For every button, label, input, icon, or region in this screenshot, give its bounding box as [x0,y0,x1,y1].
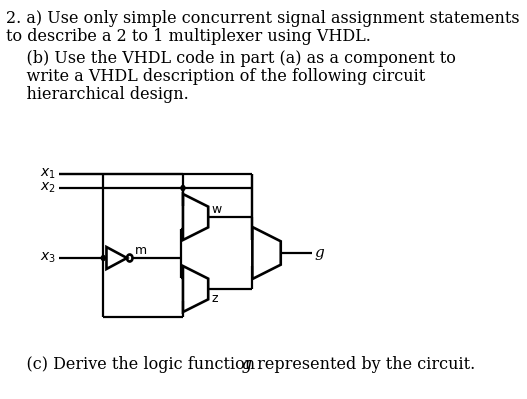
Text: g: g [315,246,325,260]
Text: (b) Use the VHDL code in part (a) as a component to: (b) Use the VHDL code in part (a) as a c… [6,50,456,67]
Text: $x_1$: $x_1$ [40,167,56,181]
Text: $x_2$: $x_2$ [40,181,56,195]
Text: write a VHDL description of the following circuit: write a VHDL description of the followin… [6,68,426,85]
Text: m: m [135,244,147,257]
Circle shape [181,186,185,190]
Text: z: z [211,292,218,305]
Text: represented by the circuit.: represented by the circuit. [6,356,475,373]
Text: 2. a) Use only simple concurrent signal assignment statements: 2. a) Use only simple concurrent signal … [6,10,520,27]
Text: to describe a 2 to 1 multiplexer using VHDL.: to describe a 2 to 1 multiplexer using V… [6,28,371,45]
Text: hierarchical design.: hierarchical design. [6,86,189,103]
Text: (c) Derive the logic function: (c) Derive the logic function [6,356,260,373]
Text: $x_3$: $x_3$ [40,251,56,265]
Text: w: w [211,203,221,216]
Circle shape [101,255,105,261]
Text: g: g [6,356,252,373]
